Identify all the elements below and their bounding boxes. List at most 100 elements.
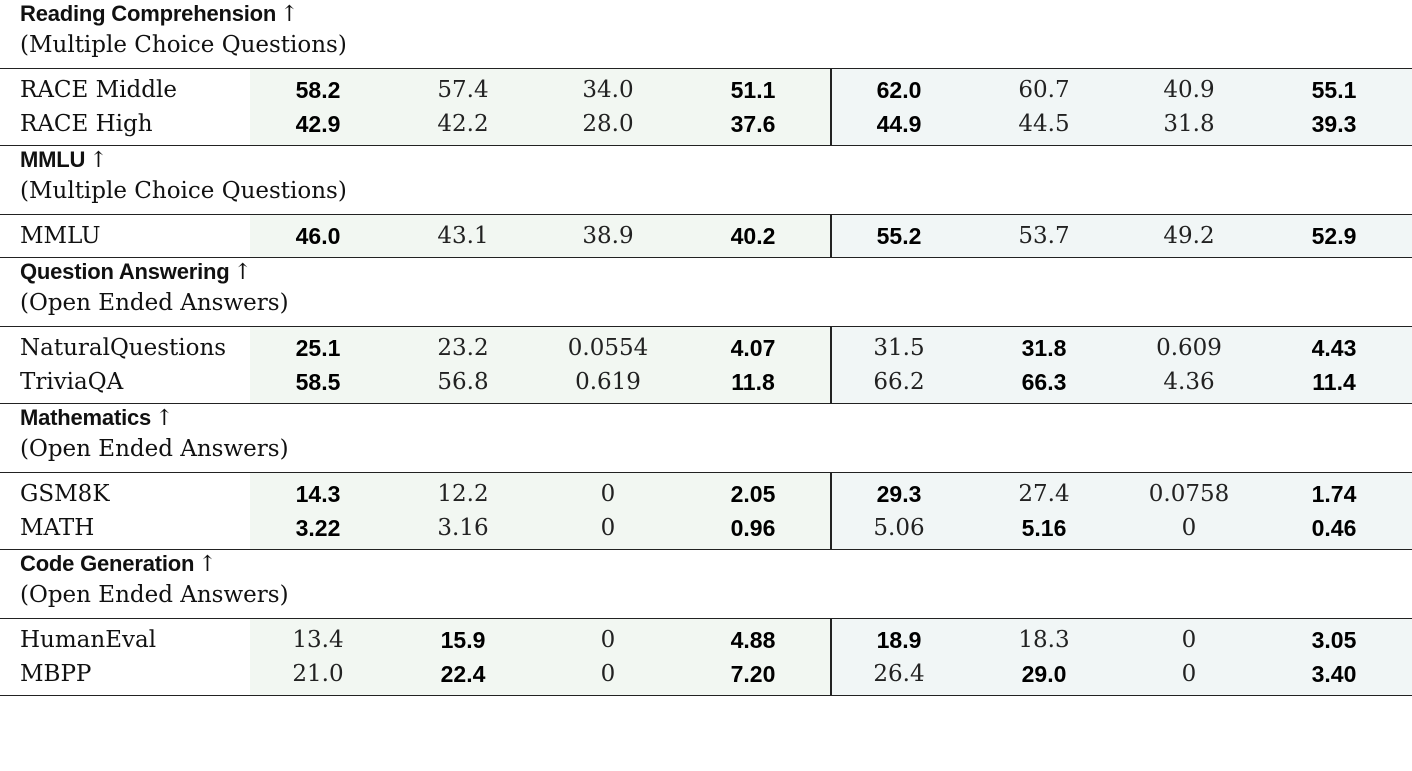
table-row: MATH 3.22 3.16 0 0.96 5.06 5.16 0 0.46 xyxy=(0,511,1412,545)
table-cell: 5.06 xyxy=(873,515,925,541)
table-cell: 66.2 xyxy=(873,369,925,395)
table-cell: 3.05 xyxy=(1311,627,1357,653)
table-cell: 55.2 xyxy=(876,223,922,249)
table-cell: 0 xyxy=(1181,515,1197,541)
table-cell: 38.9 xyxy=(582,223,634,249)
table-cell: 60.7 xyxy=(1018,77,1070,103)
table-cell: 18.9 xyxy=(876,627,922,653)
table-cell: 66.3 xyxy=(1021,369,1067,395)
section-title: Question Answering ↑ xyxy=(20,259,252,285)
section-header-mmlu: MMLU ↑ (Multiple Choice Questions) xyxy=(0,146,1412,214)
column-divider xyxy=(830,473,832,549)
table-row: RACE High 42.9 42.2 28.0 37.6 44.9 44.5 … xyxy=(0,107,1412,141)
table-cell: 55.1 xyxy=(1311,77,1357,103)
table-cell: 29.0 xyxy=(1021,661,1067,687)
column-divider xyxy=(830,619,832,695)
up-arrow-icon: ↑ xyxy=(155,406,174,431)
table-cell: 11.8 xyxy=(731,369,775,395)
table-cell: 42.9 xyxy=(295,111,341,137)
table-cell: 44.9 xyxy=(876,111,922,137)
table-cell: 5.16 xyxy=(1021,515,1067,541)
table-cell: 29.3 xyxy=(876,481,922,507)
row-label: NaturalQuestions xyxy=(20,335,227,361)
table-cell: 4.88 xyxy=(730,627,776,653)
table-cell: 4.43 xyxy=(1311,335,1357,361)
section-subtitle: (Multiple Choice Questions) xyxy=(20,178,347,204)
table-row: HumanEval 13.4 15.9 0 4.88 18.9 18.3 0 3… xyxy=(0,623,1412,657)
table-cell: 0.96 xyxy=(730,515,776,541)
table-cell: 0.619 xyxy=(575,369,641,395)
table-cell: 15.9 xyxy=(440,627,486,653)
table-cell: 58.5 xyxy=(295,369,341,395)
row-label: MBPP xyxy=(20,661,92,687)
section-header-question-answering: Question Answering ↑ (Open Ended Answers) xyxy=(0,258,1412,326)
table-cell: 39.3 xyxy=(1311,111,1357,137)
section-subtitle: (Multiple Choice Questions) xyxy=(20,32,347,58)
table-cell: 42.2 xyxy=(437,111,489,137)
table-cell: 23.2 xyxy=(437,335,489,361)
up-arrow-icon: ↑ xyxy=(233,260,252,285)
table-cell: 0 xyxy=(600,515,616,541)
table-cell: 11.4 xyxy=(1312,369,1356,395)
table-cell: 0 xyxy=(600,481,616,507)
column-divider xyxy=(830,69,832,145)
table-cell: 3.22 xyxy=(295,515,341,541)
table-cell: 31.5 xyxy=(873,335,925,361)
table-cell: 34.0 xyxy=(582,77,634,103)
table-cell: 49.2 xyxy=(1163,223,1215,249)
table-cell: 0.0554 xyxy=(567,335,649,361)
table-cell: 1.74 xyxy=(1311,481,1357,507)
table-row: MMLU 46.0 43.1 38.9 40.2 55.2 53.7 49.2 … xyxy=(0,219,1412,253)
table-row: NaturalQuestions 25.1 23.2 0.0554 4.07 3… xyxy=(0,331,1412,365)
section-title: Reading Comprehension ↑ xyxy=(20,1,299,27)
section-block-code-generation: HumanEval 13.4 15.9 0 4.88 18.9 18.3 0 3… xyxy=(0,618,1412,696)
section-block-reading-comprehension: RACE Middle 58.2 57.4 34.0 51.1 62.0 60.… xyxy=(0,68,1412,146)
section-block-question-answering: NaturalQuestions 25.1 23.2 0.0554 4.07 3… xyxy=(0,326,1412,404)
row-label: MATH xyxy=(20,515,95,541)
table-cell: 12.2 xyxy=(437,481,489,507)
section-header-mathematics: Mathematics ↑ (Open Ended Answers) xyxy=(0,404,1412,472)
row-label: TriviaQA xyxy=(20,369,124,395)
table-cell: 0 xyxy=(1181,627,1197,653)
row-label: GSM8K xyxy=(20,481,110,507)
section-block-mathematics: GSM8K 14.3 12.2 0 2.05 29.3 27.4 0.0758 … xyxy=(0,472,1412,550)
table-cell: 0.0758 xyxy=(1148,481,1230,507)
section-header-reading-comprehension: Reading Comprehension ↑ (Multiple Choice … xyxy=(0,0,1412,68)
section-title: Code Generation ↑ xyxy=(20,551,217,577)
table-cell: 26.4 xyxy=(873,661,925,687)
table-cell: 3.16 xyxy=(437,515,489,541)
table-cell: 2.05 xyxy=(730,481,776,507)
table-row: RACE Middle 58.2 57.4 34.0 51.1 62.0 60.… xyxy=(0,73,1412,107)
section-subtitle: (Open Ended Answers) xyxy=(20,436,289,462)
section-block-mmlu: MMLU 46.0 43.1 38.9 40.2 55.2 53.7 49.2 … xyxy=(0,214,1412,258)
table-cell: 7.20 xyxy=(730,661,776,687)
table-cell: 0 xyxy=(1181,661,1197,687)
table-cell: 43.1 xyxy=(437,223,489,249)
table-cell: 21.0 xyxy=(292,661,344,687)
table-cell: 4.36 xyxy=(1163,369,1215,395)
table-cell: 53.7 xyxy=(1018,223,1070,249)
row-label: MMLU xyxy=(20,223,101,249)
table-row: GSM8K 14.3 12.2 0 2.05 29.3 27.4 0.0758 … xyxy=(0,477,1412,511)
table-cell: 46.0 xyxy=(295,223,341,249)
row-label: RACE Middle xyxy=(20,77,177,103)
table-cell: 18.3 xyxy=(1018,627,1070,653)
table-row: MBPP 21.0 22.4 0 7.20 26.4 29.0 0 3.40 xyxy=(0,657,1412,691)
section-title: MMLU ↑ xyxy=(20,147,108,173)
table-cell: 52.9 xyxy=(1311,223,1357,249)
up-arrow-icon: ↑ xyxy=(280,2,299,27)
table-cell: 58.2 xyxy=(295,77,341,103)
results-table: Reading Comprehension ↑ (Multiple Choice … xyxy=(0,0,1412,696)
row-label: RACE High xyxy=(20,111,153,137)
table-cell: 37.6 xyxy=(730,111,776,137)
table-cell: 51.1 xyxy=(730,77,776,103)
table-cell: 44.5 xyxy=(1018,111,1070,137)
up-arrow-icon: ↑ xyxy=(89,148,108,173)
table-cell: 31.8 xyxy=(1163,111,1215,137)
table-cell: 62.0 xyxy=(876,77,922,103)
table-cell: 0 xyxy=(600,661,616,687)
table-row: TriviaQA 58.5 56.8 0.619 11.8 66.2 66.3 … xyxy=(0,365,1412,399)
column-divider xyxy=(830,215,832,257)
table-cell: 3.40 xyxy=(1311,661,1357,687)
section-title: Mathematics ↑ xyxy=(20,405,174,431)
